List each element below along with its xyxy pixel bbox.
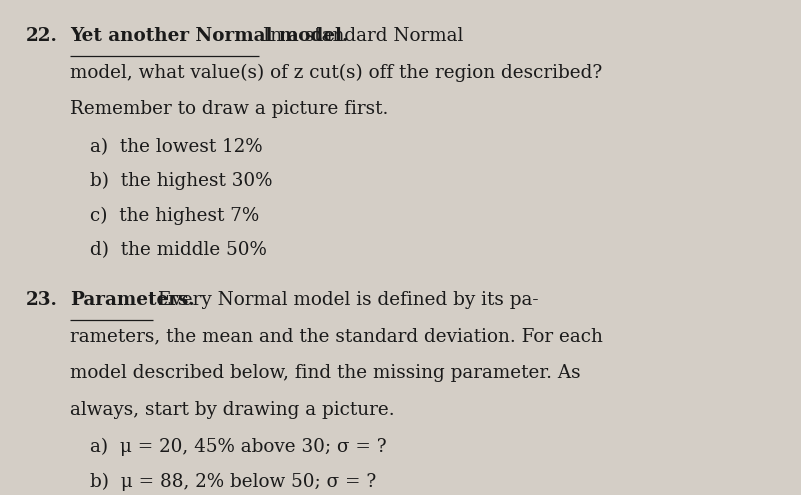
Text: model described below, find the missing parameter. As: model described below, find the missing … [70, 364, 581, 382]
Text: 23.: 23. [26, 291, 58, 309]
Text: Yet another Normal model.: Yet another Normal model. [70, 27, 349, 45]
Text: model, what value(s) of z cut(s) off the region described?: model, what value(s) of z cut(s) off the… [70, 64, 602, 82]
Text: b)  μ = 88, 2% below 50; σ = ?: b) μ = 88, 2% below 50; σ = ? [90, 473, 376, 491]
Text: a)  the lowest 12%: a) the lowest 12% [90, 138, 263, 155]
Text: Every Normal model is defined by its pa-: Every Normal model is defined by its pa- [152, 291, 539, 309]
Text: 22.: 22. [26, 27, 58, 45]
Text: In a standard Normal: In a standard Normal [256, 27, 463, 45]
Text: always, start by drawing a picture.: always, start by drawing a picture. [70, 400, 395, 419]
Text: d)  the middle 50%: d) the middle 50% [90, 241, 267, 259]
Text: Remember to draw a picture first.: Remember to draw a picture first. [70, 100, 388, 118]
Text: rameters, the mean and the standard deviation. For each: rameters, the mean and the standard devi… [70, 328, 603, 346]
Text: c)  the highest 7%: c) the highest 7% [90, 206, 259, 225]
Text: Parameters.: Parameters. [70, 291, 195, 309]
Text: a)  μ = 20, 45% above 30; σ = ?: a) μ = 20, 45% above 30; σ = ? [90, 438, 386, 456]
Text: b)  the highest 30%: b) the highest 30% [90, 172, 272, 191]
